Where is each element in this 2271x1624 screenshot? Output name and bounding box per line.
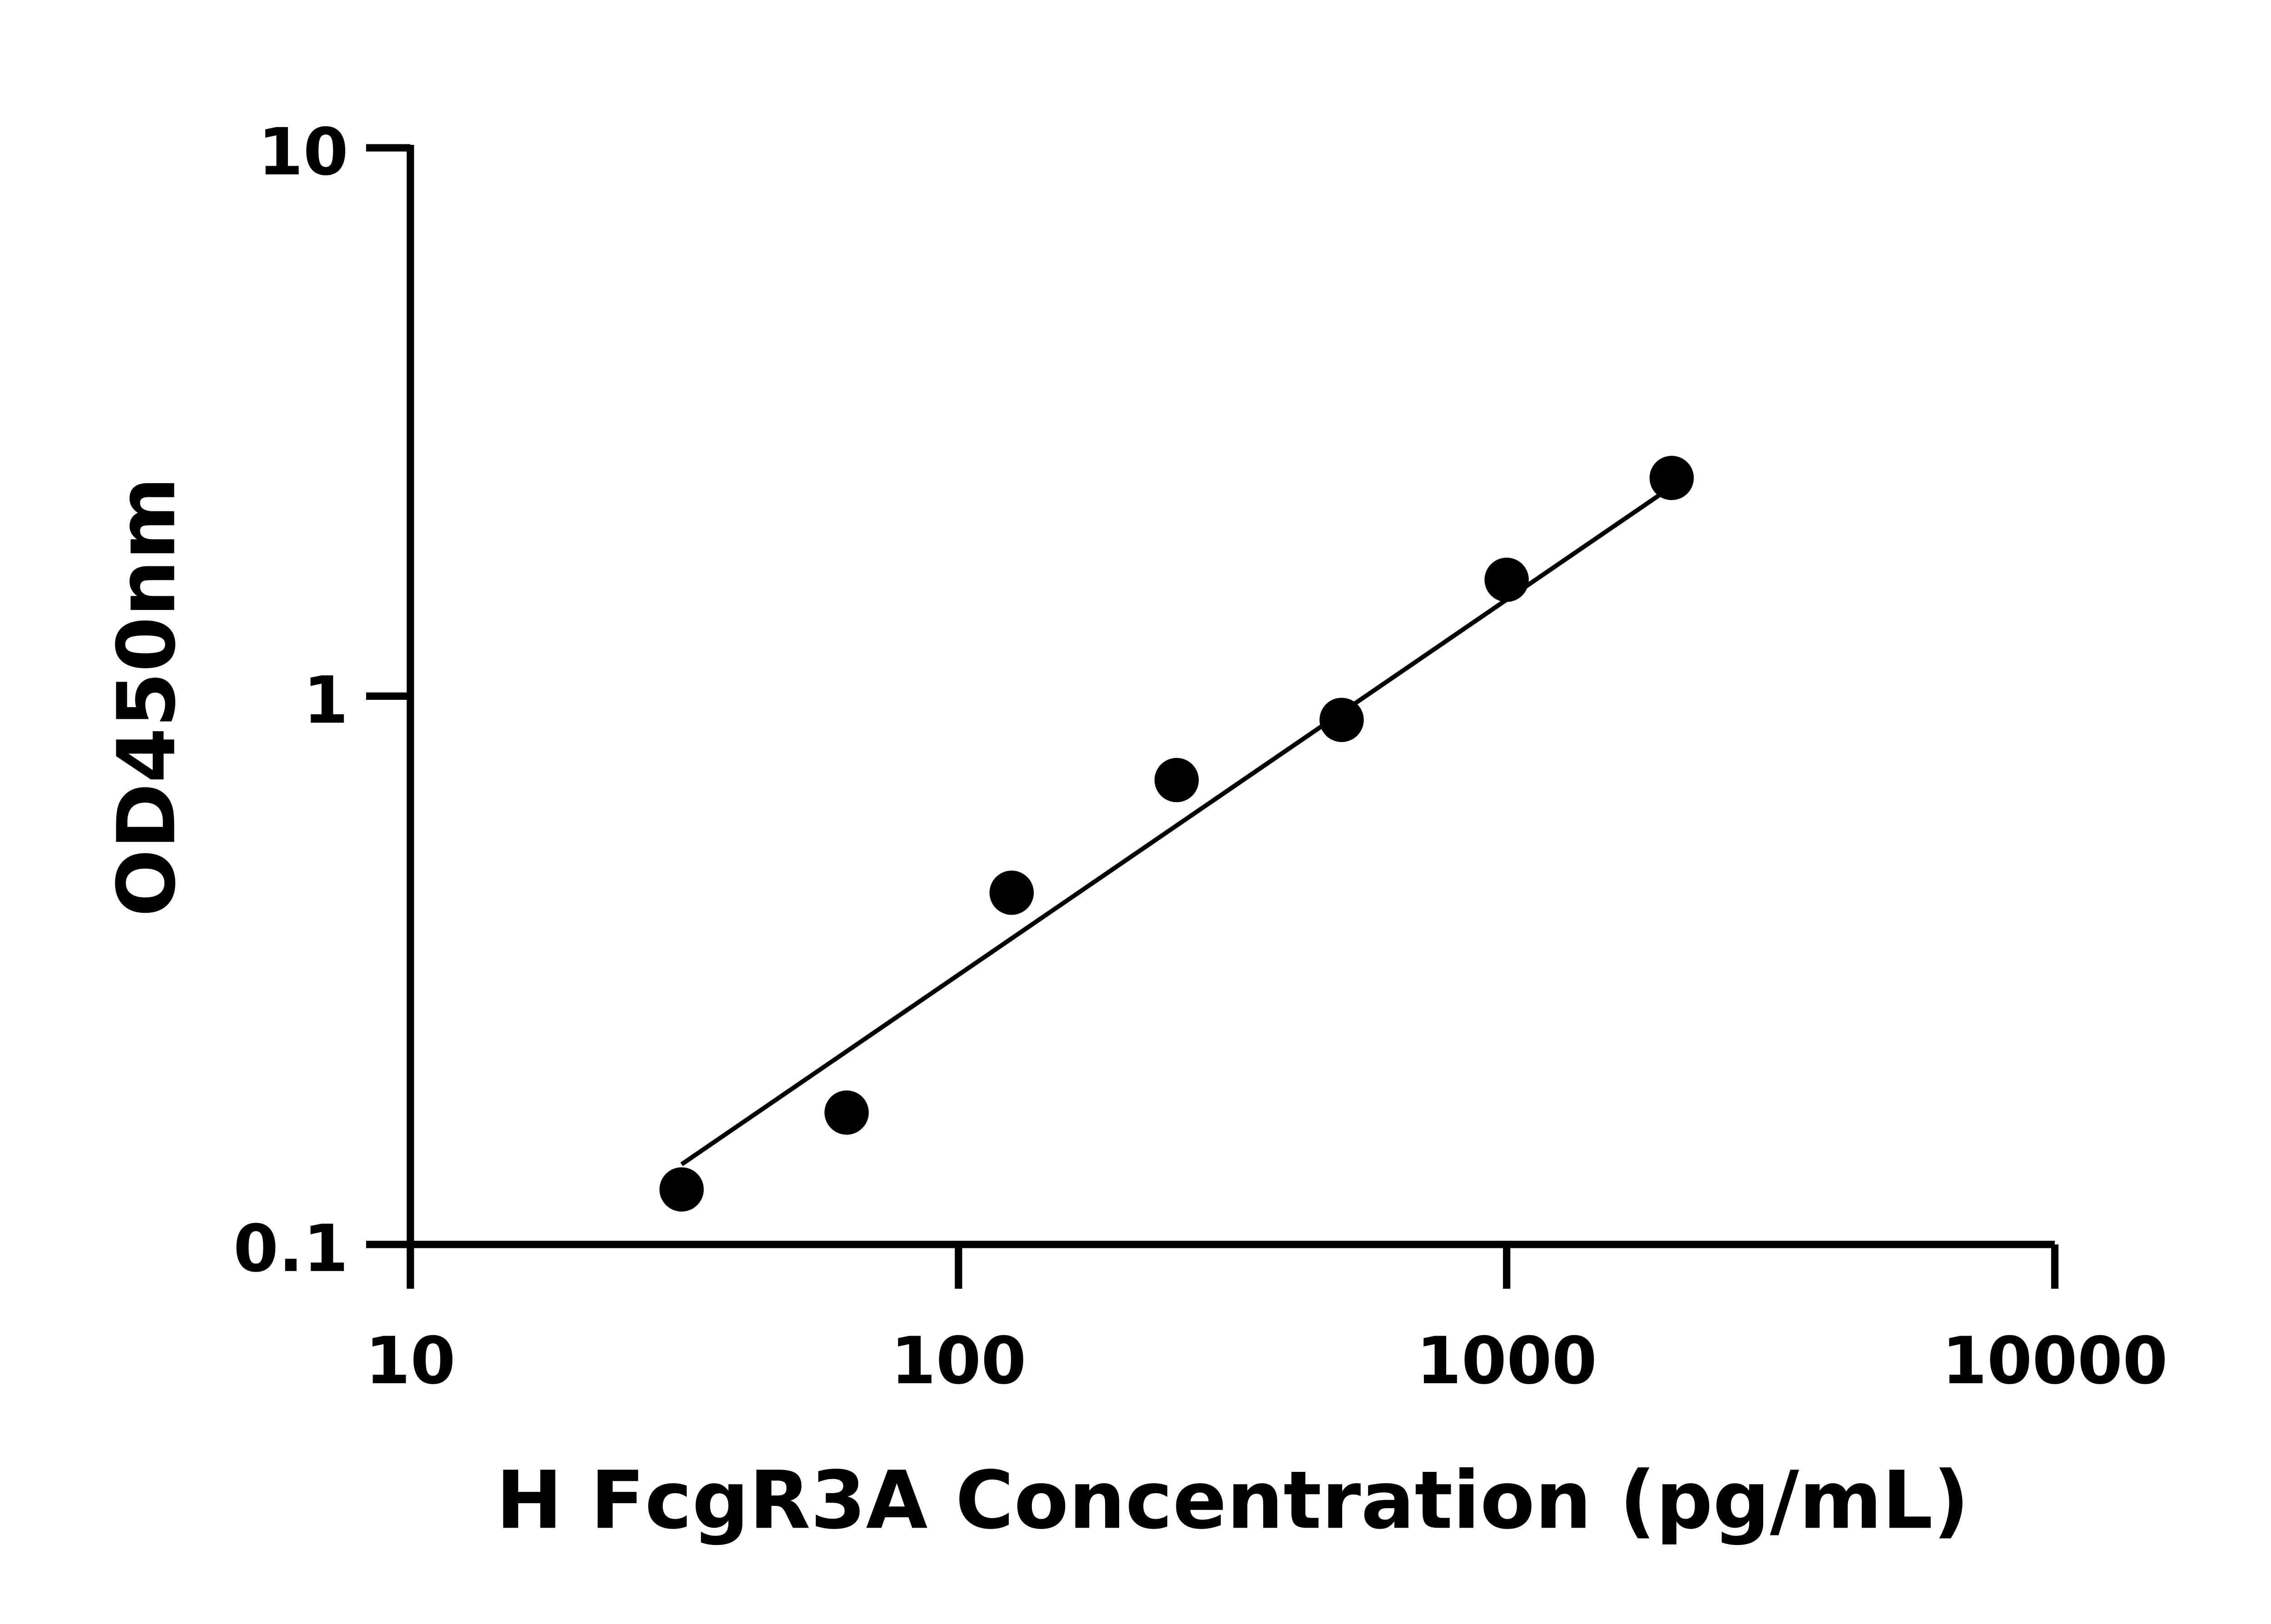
data-point [1649, 456, 1694, 500]
data-point [989, 871, 1034, 915]
data-point [824, 1090, 869, 1135]
y-axis-title: OD450nm [100, 477, 193, 917]
x-axis-title: H FcgR3A Concentration (pg/mL) [496, 1454, 1969, 1547]
data-point [1484, 557, 1529, 602]
y-tick-label: 10 [258, 114, 348, 190]
y-tick-label: 0.1 [233, 1211, 348, 1287]
marks [659, 456, 1694, 1212]
y-tick-label: 1 [303, 662, 349, 738]
data-point [1154, 758, 1199, 802]
data-point [659, 1167, 704, 1212]
data-point [1319, 698, 1364, 742]
x-tick-label: 10 [365, 1323, 456, 1399]
axes: 10 100 1000 10000 0.1 1 10 [233, 114, 2168, 1399]
x-tick-label: 100 [891, 1323, 1026, 1399]
x-tick-label: 1000 [1416, 1323, 1597, 1399]
x-tick-label: 10000 [1942, 1323, 2168, 1399]
